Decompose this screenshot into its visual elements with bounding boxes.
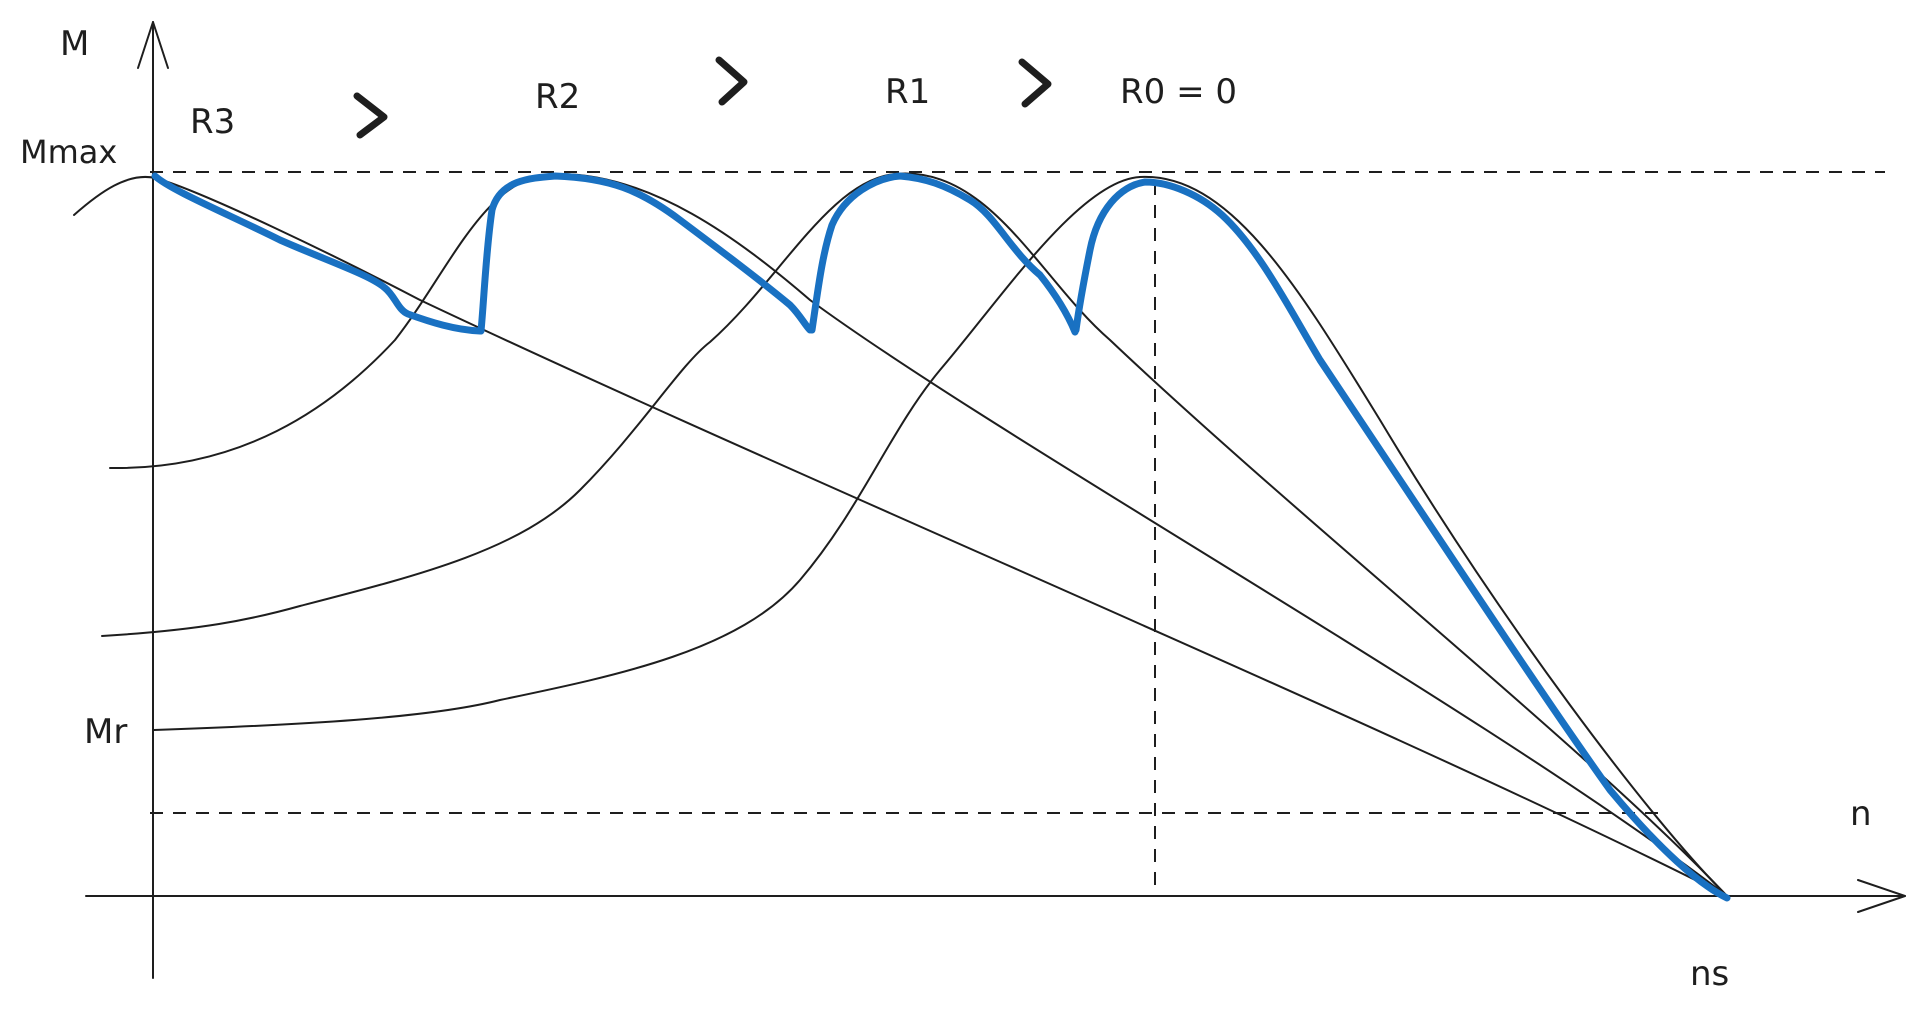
mr-label: Mr bbox=[84, 712, 127, 752]
operating-path-stage-r0 bbox=[1072, 178, 1731, 902]
characteristic-curves bbox=[73, 172, 1728, 897]
labels: M n Mmax Mr ns R3 R2 R1 R0 = 0 bbox=[20, 24, 1872, 994]
greater-than-chevron-icon bbox=[353, 92, 388, 139]
curve-r1 bbox=[101, 172, 1728, 897]
r2-label: R2 bbox=[535, 77, 580, 117]
operating-path-stage-r2 bbox=[477, 172, 814, 335]
r3-label: R3 bbox=[190, 102, 235, 142]
y-axis-arrowhead bbox=[137, 21, 169, 69]
operating-path bbox=[151, 172, 1731, 902]
x-axis-label: n bbox=[1850, 794, 1872, 834]
operating-path-stage-r3 bbox=[151, 172, 484, 335]
reference-lines bbox=[150, 171, 1885, 896]
ns-label: ns bbox=[1690, 954, 1729, 994]
operating-path-stage-r1 bbox=[808, 172, 1079, 336]
r0-label: R0 = 0 bbox=[1120, 72, 1237, 112]
axes bbox=[85, 21, 1906, 979]
curve-r3 bbox=[73, 175, 1728, 897]
curve-r2 bbox=[109, 172, 1728, 897]
x-axis-arrowhead bbox=[1857, 879, 1906, 913]
curve-r0 bbox=[153, 175, 1728, 897]
chevrons bbox=[353, 56, 1052, 139]
r1-label: R1 bbox=[885, 72, 930, 112]
greater-than-chevron-icon bbox=[715, 56, 748, 106]
mmax-label: Mmax bbox=[20, 133, 117, 171]
greater-than-chevron-icon bbox=[1018, 58, 1052, 108]
y-axis-label: M bbox=[60, 24, 89, 64]
